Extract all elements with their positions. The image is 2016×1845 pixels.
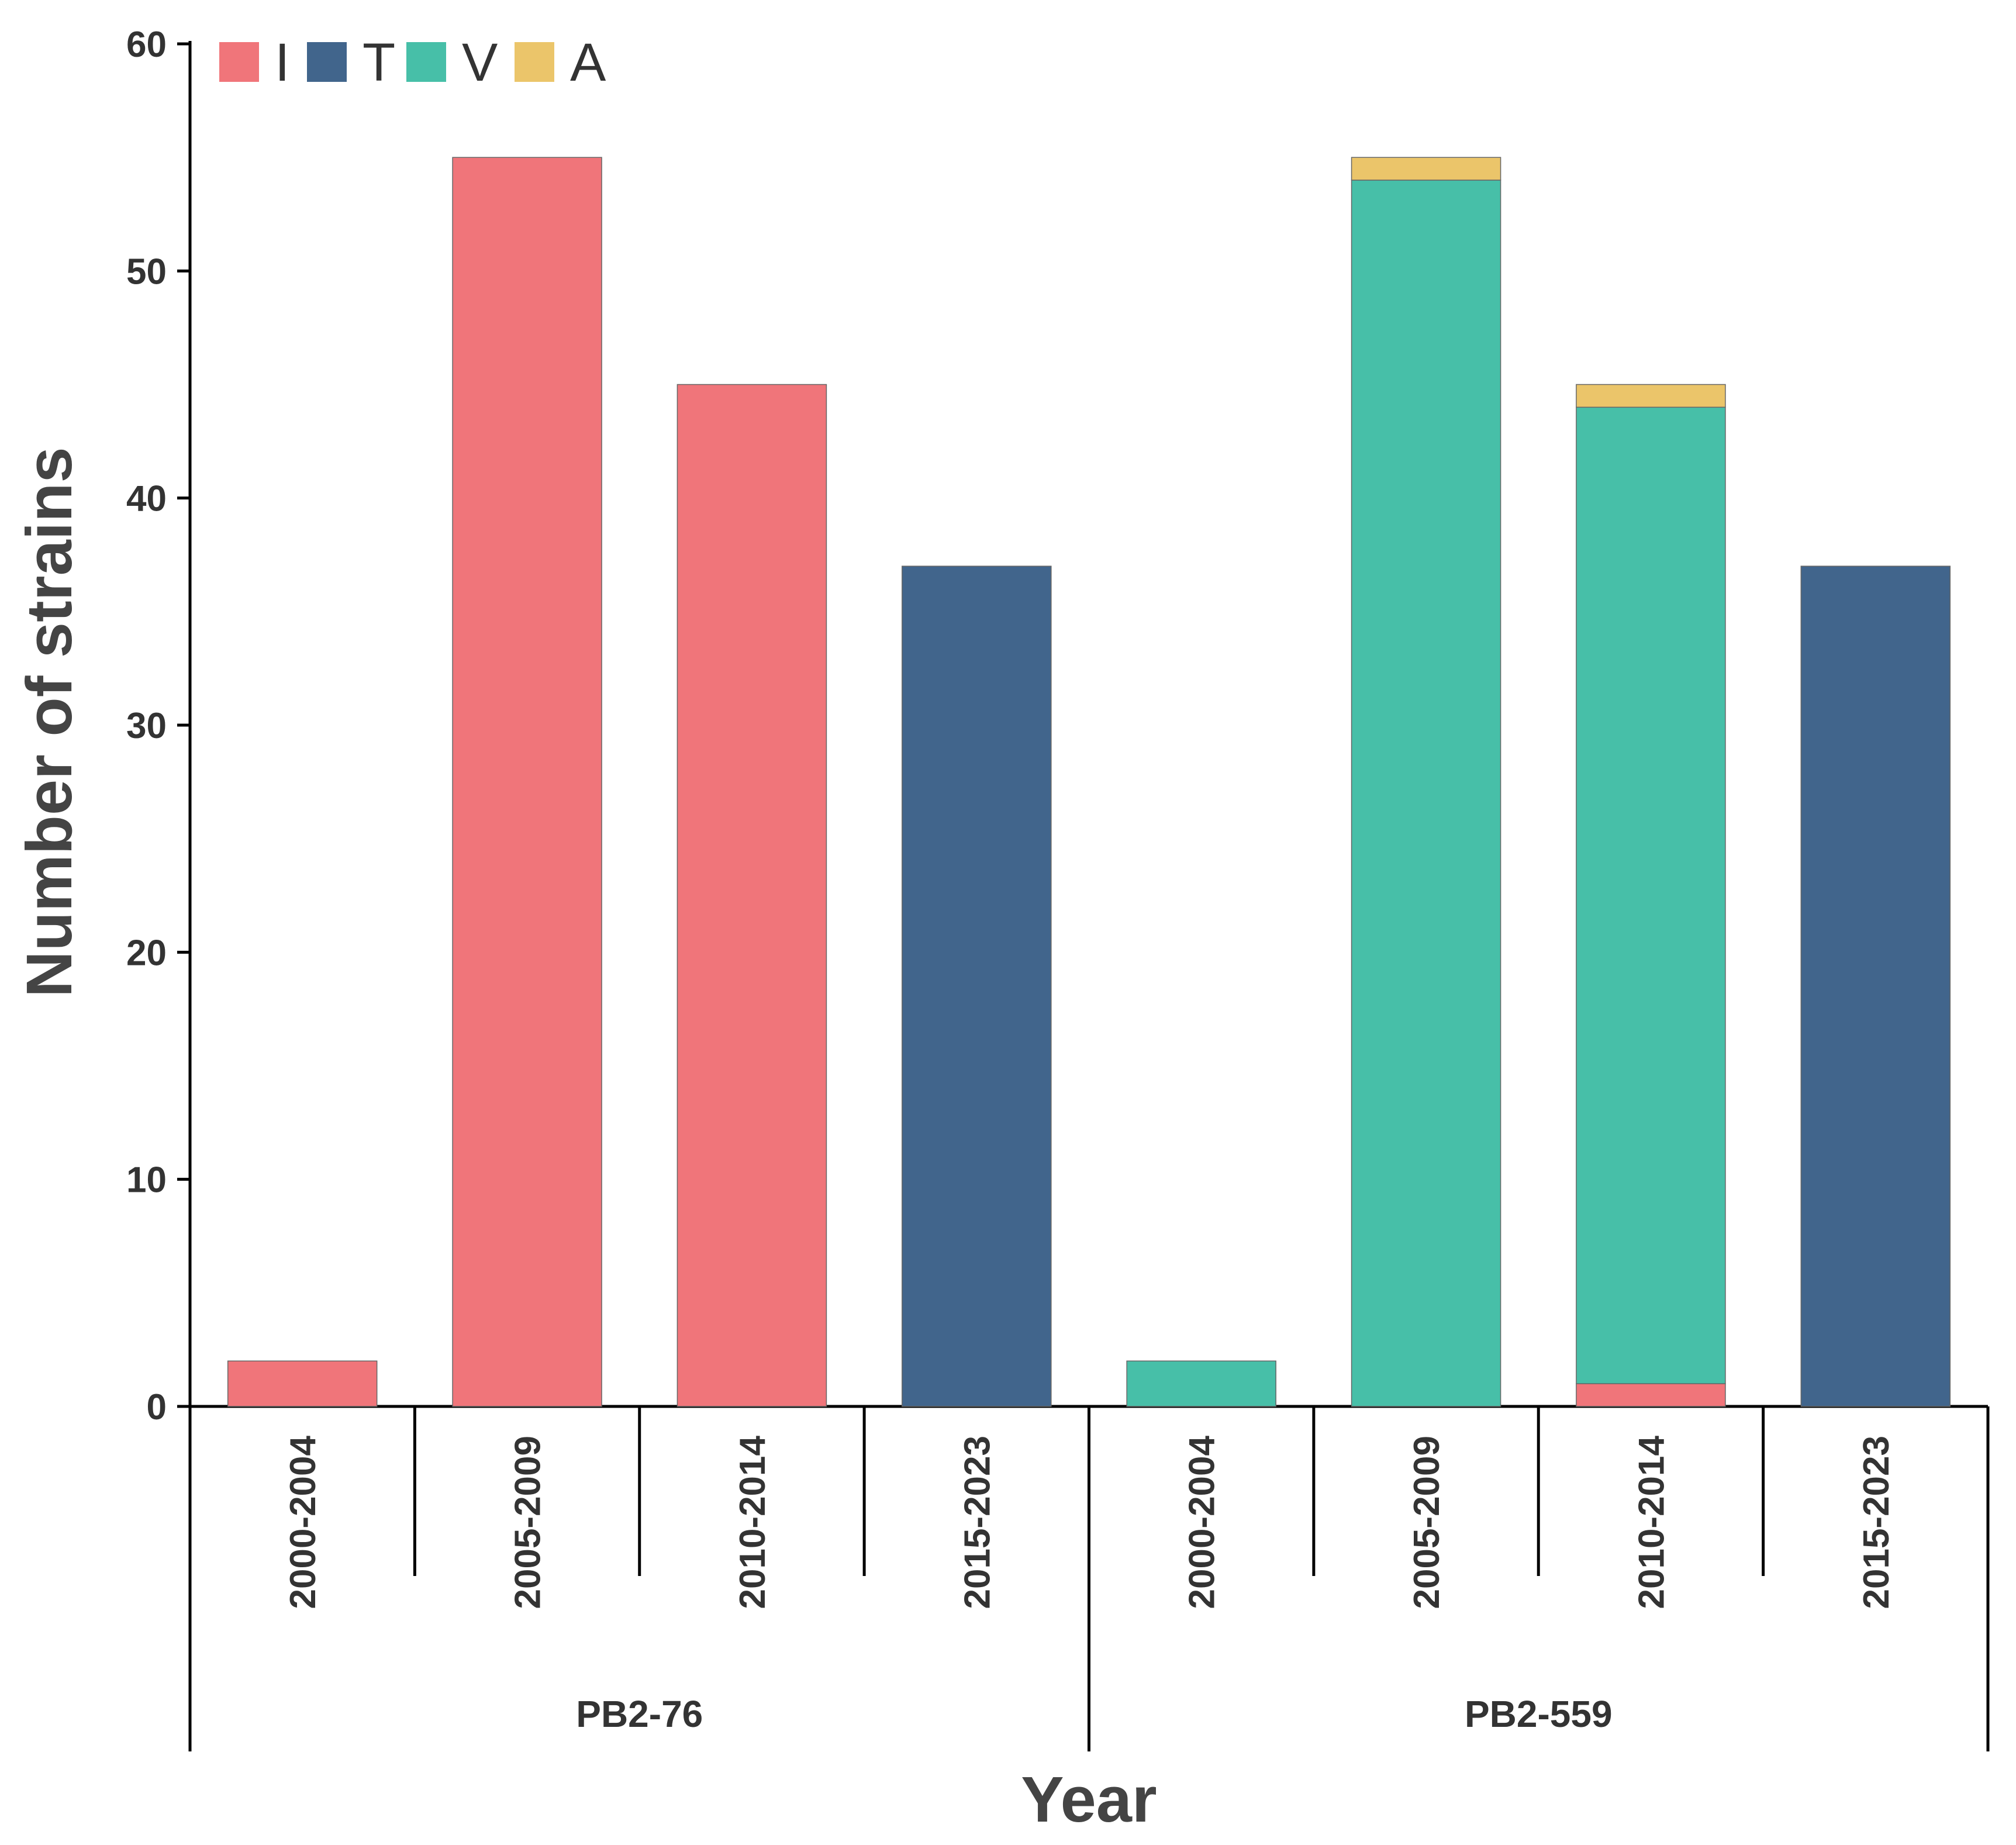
chart-bars	[227, 157, 1951, 1407]
legend-label-v: V	[462, 33, 498, 92]
x-category-label: 2010-2014	[733, 1435, 773, 1609]
x-category-label: 2005-2009	[1407, 1436, 1447, 1609]
y-tick-label: 20	[126, 933, 167, 973]
y-axis-title: Number of strains	[13, 447, 85, 997]
bar-segment-i-1	[227, 1360, 378, 1407]
bar-segment-a-6	[1351, 157, 1501, 181]
x-category-label: 2015-2023	[957, 1436, 997, 1609]
bar-segment-i-7	[1576, 1383, 1726, 1407]
y-tick-label: 50	[126, 251, 167, 292]
group-label: PB2-76	[576, 1693, 703, 1735]
x-axis-title: Year	[1021, 1764, 1157, 1836]
x-category-label: 2015-2023	[1856, 1436, 1897, 1609]
y-tick-label: 30	[126, 706, 167, 746]
legend-swatch-a	[515, 42, 554, 82]
x-category-label: 2000-2004	[1182, 1435, 1223, 1609]
bar-segment-v-5	[1126, 1360, 1276, 1407]
legend-label-i: I	[275, 33, 290, 92]
y-tick-label: 40	[126, 479, 167, 519]
chart-labels: 0 10 20 30 40 50 60 2000-2004 2005-2009 2010-2014…	[13, 25, 1897, 1836]
y-tick-label: 60	[126, 25, 167, 65]
x-category-label: 2005-2009	[508, 1436, 548, 1609]
bar-segment-t-4	[902, 565, 1052, 1407]
x-category-label: 2010-2014	[1631, 1435, 1672, 1609]
y-tick-label: 10	[126, 1160, 167, 1201]
legend-label-t: T	[363, 33, 395, 92]
y-tick-label: 0	[147, 1387, 167, 1427]
bar-segment-t-8	[1800, 565, 1951, 1407]
legend-label-a: A	[570, 33, 606, 92]
bar-segment-i-3	[676, 384, 827, 1407]
legend-swatch-i	[219, 42, 259, 82]
bar-segment-i-2	[452, 157, 602, 1407]
bar-segment-a-7	[1576, 384, 1726, 408]
bar-segment-v-7	[1576, 406, 1726, 1384]
bar-segment-v-6	[1351, 180, 1501, 1407]
legend-swatch-v	[406, 42, 446, 82]
x-category-label: 2000-2004	[283, 1435, 323, 1609]
group-label: PB2-559	[1465, 1693, 1613, 1735]
legend-swatch-t	[307, 42, 347, 82]
